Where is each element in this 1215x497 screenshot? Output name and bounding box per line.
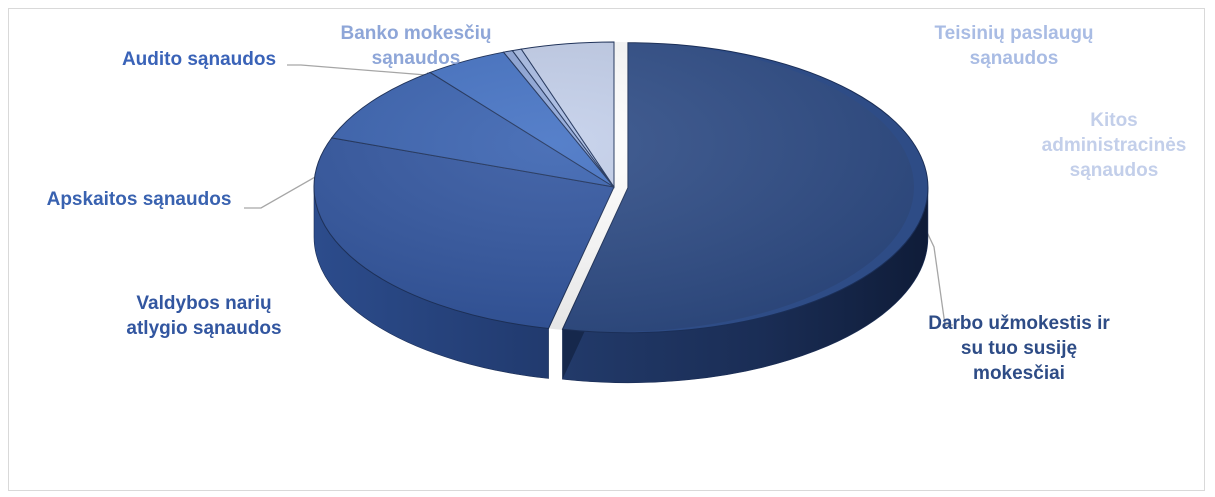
pie-chart: Darbo užmokestis ir su tuo susiję mokesčia… (47, 23, 1187, 384)
slice-label-audito-sanaudos: Audito sąnaudos (122, 49, 276, 70)
slice-labels: Darbo užmokestis ir su tuo susiję mokesčia… (47, 23, 1187, 384)
slice-label-apskaitos-sanaudos: Apskaitos sąnaudos (47, 189, 232, 210)
slice-label-darbo-uzmokestis-ir-su-tuo-susije-mokesciai: Darbo užmokestis ir su tuo susiję mokesčia… (928, 313, 1110, 384)
slice-label-banko-mokesciu-sanaudos: Banko mokesčių sąnaudos (341, 23, 492, 69)
slice-label-kitos-administracines-sanaudos: Kitos administracinės sąnaudos (1042, 110, 1187, 181)
pie-slices (313, 41, 929, 334)
slice-label-teisiniu-paslaugu-sanaudos: Teisinių paslaugų sąnaudos (934, 23, 1093, 69)
slice-label-valdybos-nariu-atlygio-sanaudos: Valdybos narių atlygio sąnaudos (126, 293, 281, 339)
chart-area: Darbo užmokestis ir su tuo susiję mokesčia… (8, 8, 1205, 491)
